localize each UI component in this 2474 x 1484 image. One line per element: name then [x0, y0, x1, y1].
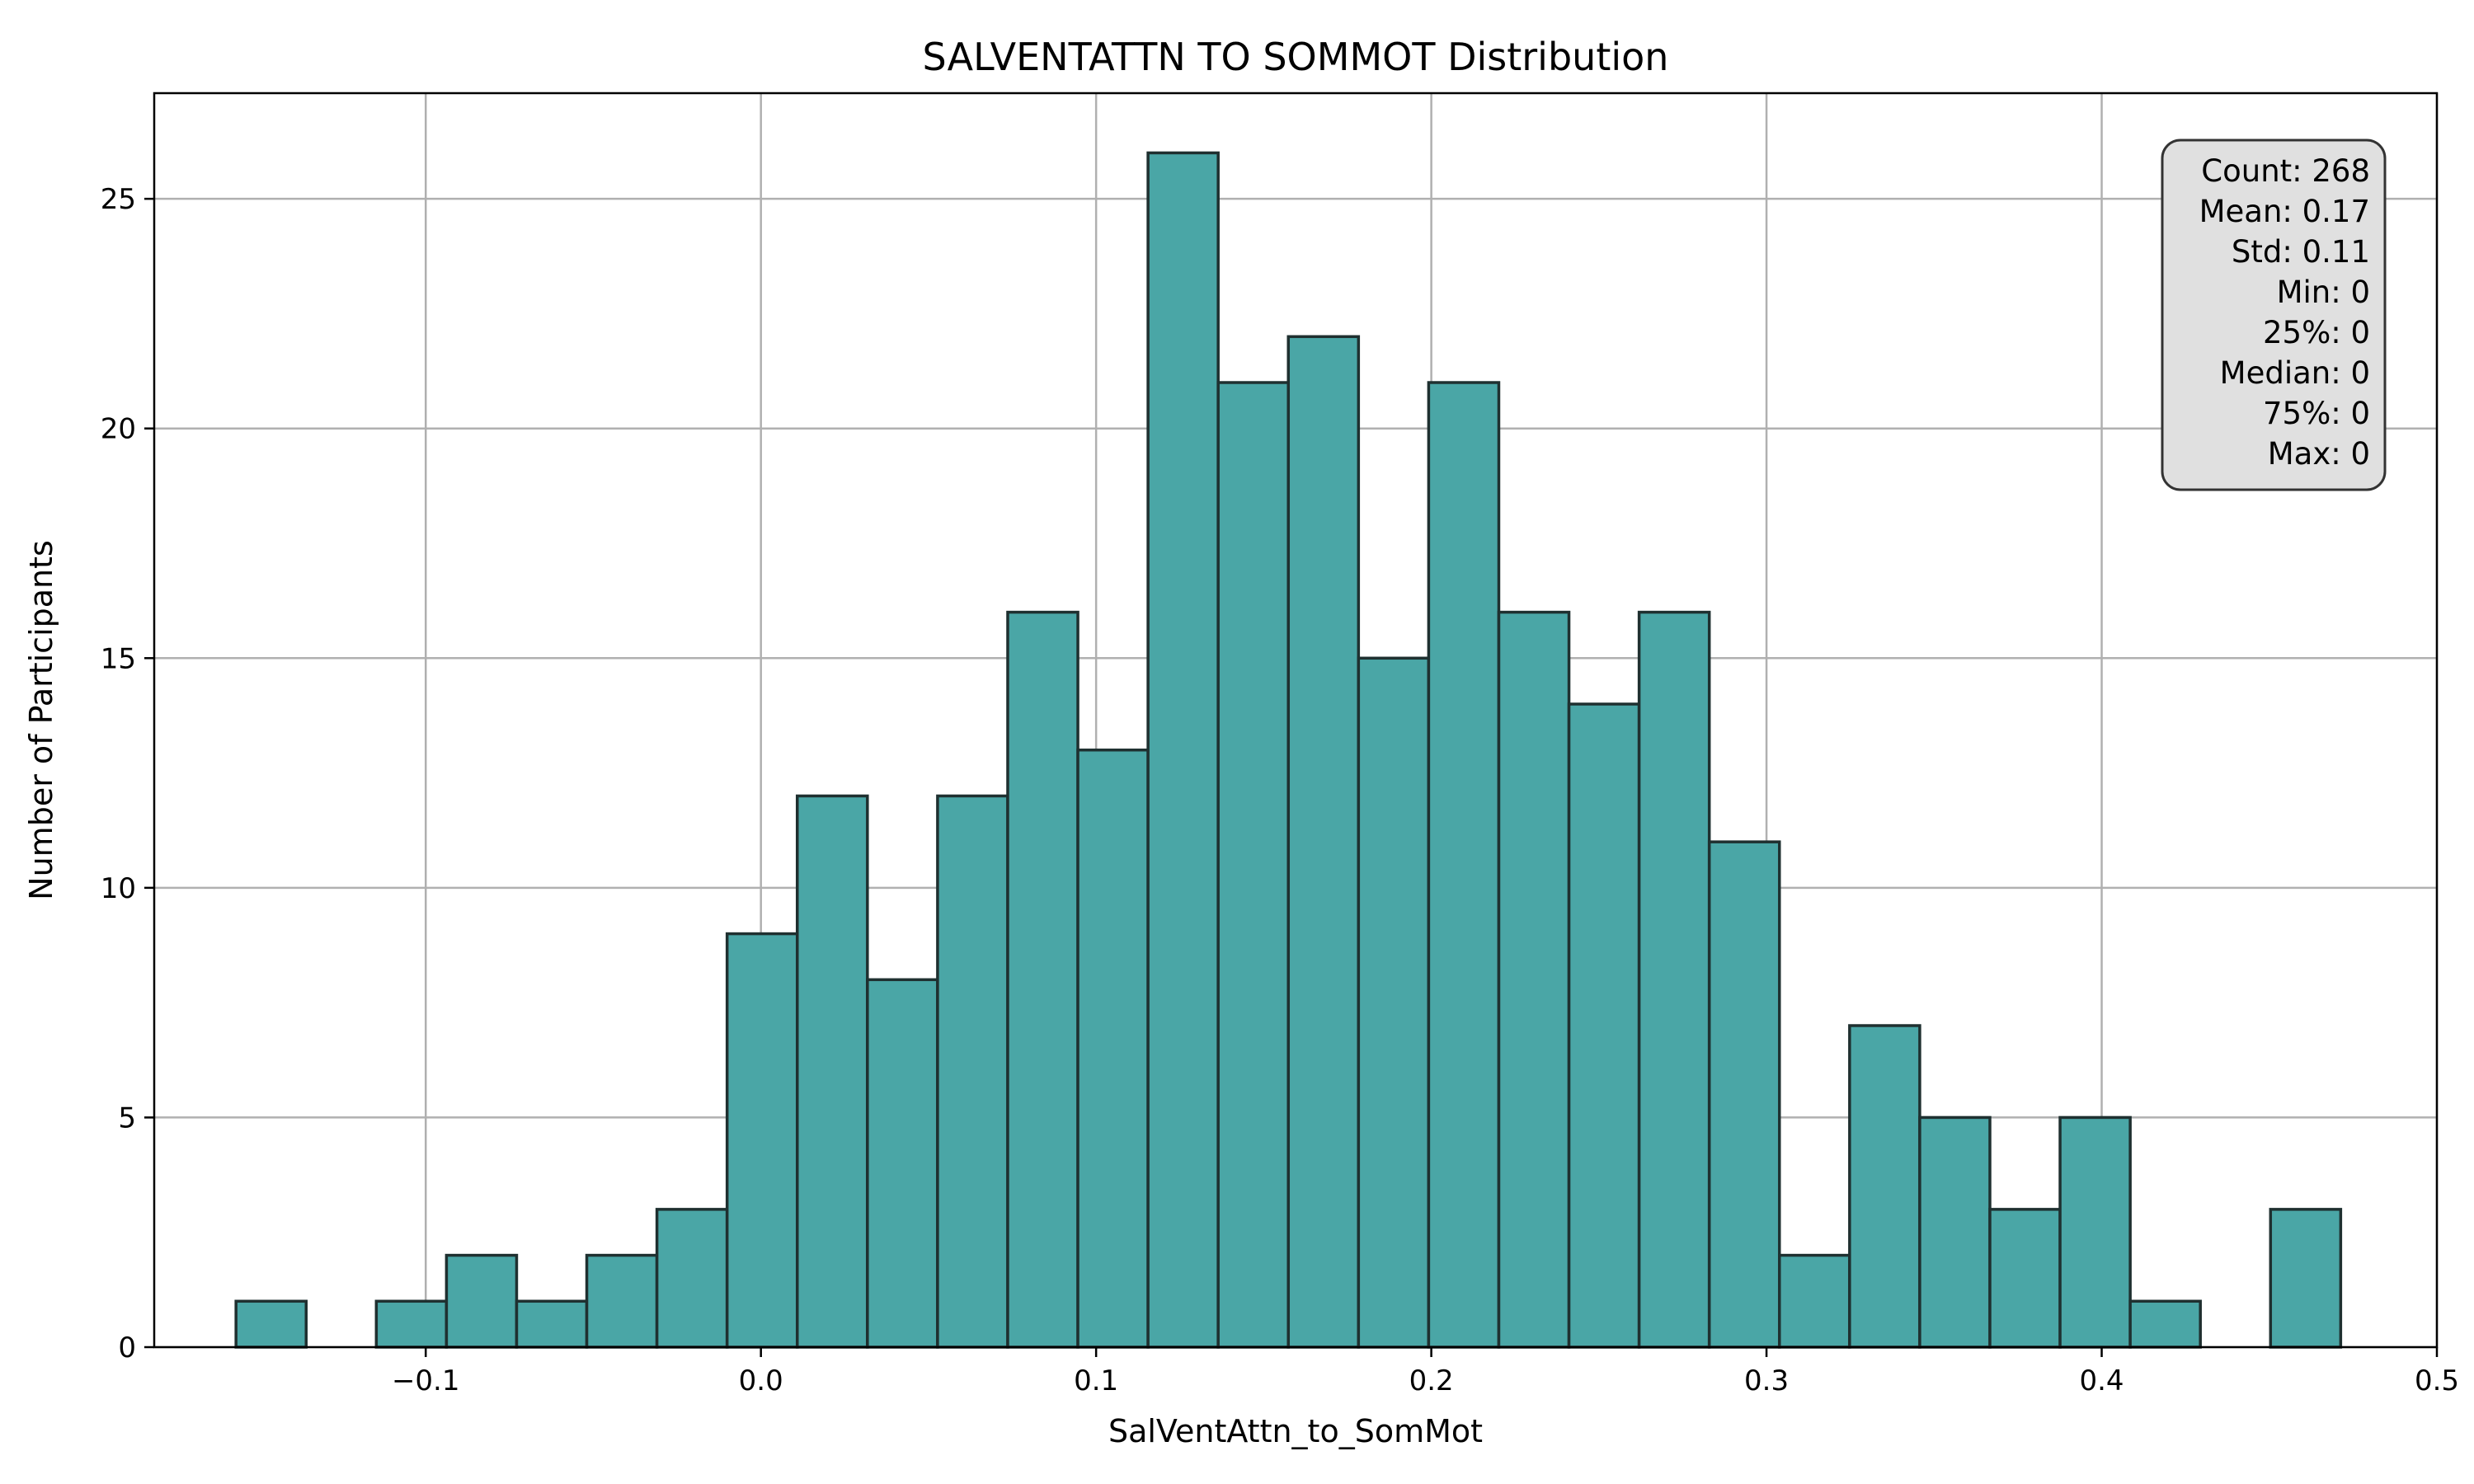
y-tick-label-1: 5 [118, 1101, 136, 1134]
histogram-bar-5 [585, 1253, 659, 1349]
histogram-bar-23 [1848, 1024, 1921, 1349]
x-tick-label-6: 0.5 [2415, 1364, 2459, 1397]
x-tick-label-4: 0.3 [1744, 1364, 1789, 1397]
histogram-bar-15 [1286, 335, 1361, 1349]
x-axis-ticks: −0.1 0.0 0.1 0.2 0.3 0.4 0.5 [392, 1347, 2459, 1397]
histogram-bar-14 [1216, 381, 1291, 1349]
stats-box: Count: 268 Mean: 0.17 Std: 0.11 Min: 0 25%: … [2161, 139, 2387, 491]
histogram-bar-6 [655, 1208, 729, 1349]
stats-line-4: 25%: 0 [2263, 315, 2370, 350]
stats-line-7: Max: 0 [2268, 436, 2370, 472]
histogram-bar-13 [1146, 151, 1220, 1349]
y-tick-label-4: 20 [101, 413, 136, 446]
y-axis-label: Number of Participants [23, 540, 59, 900]
y-tick-label-5: 25 [101, 183, 136, 216]
histogram-bar-11 [1006, 610, 1079, 1349]
histogram-bar-0 [234, 1299, 308, 1349]
stats-line-0: Count: 268 [2201, 153, 2370, 189]
x-tick-label-0: −0.1 [392, 1364, 460, 1397]
stats-line-6: 75%: 0 [2263, 396, 2370, 431]
histogram-bar-18 [1497, 610, 1571, 1349]
histogram-bar-10 [936, 794, 1009, 1349]
y-tick-label-0: 0 [118, 1331, 136, 1364]
histogram-bar-4 [515, 1299, 589, 1349]
histogram-bar-3 [444, 1253, 519, 1349]
stats-line-5: Median: 0 [2220, 355, 2370, 391]
histogram-bar-26 [2058, 1115, 2132, 1349]
stats-line-1: Mean: 0.17 [2199, 194, 2370, 229]
histogram-bar-25 [1988, 1208, 2062, 1349]
x-tick-label-3: 0.2 [1409, 1364, 1454, 1397]
histogram-bar-24 [1918, 1115, 1992, 1349]
x-axis-label: SalVentAttn_to_SomMot [1108, 1413, 1483, 1449]
histogram-bar-9 [866, 978, 939, 1349]
histogram-bars [234, 151, 2343, 1349]
histogram-bar-2 [374, 1299, 449, 1349]
histogram-bar-21 [1707, 840, 1781, 1349]
y-tick-label-3: 15 [101, 642, 136, 675]
histogram-bar-7 [725, 932, 799, 1349]
stats-box-background [2161, 139, 2387, 491]
histogram-bar-22 [1778, 1253, 1851, 1349]
stats-line-2: Std: 0.11 [2232, 234, 2370, 270]
x-tick-label-2: 0.1 [1074, 1364, 1118, 1397]
stats-line-3: Min: 0 [2277, 275, 2370, 310]
histogram-bar-16 [1357, 656, 1431, 1349]
x-tick-label-5: 0.4 [2079, 1364, 2124, 1397]
histogram-bar-20 [1637, 610, 1711, 1349]
histogram-bar-19 [1567, 702, 1641, 1349]
x-tick-label-1: 0.0 [739, 1364, 783, 1397]
y-tick-label-2: 10 [101, 872, 136, 905]
plot-frame [153, 92, 2439, 1349]
histogram-bar-8 [796, 794, 869, 1349]
histogram-bar-29 [2269, 1208, 2343, 1349]
y-axis-ticks: 0 5 10 15 20 25 [101, 183, 154, 1364]
chart-title: SALVENTATTN TO SOMMOT Distribution [923, 35, 1669, 79]
histogram-bar-17 [1427, 381, 1501, 1349]
histogram-bar-27 [2128, 1299, 2202, 1349]
histogram-bar-12 [1076, 748, 1150, 1349]
